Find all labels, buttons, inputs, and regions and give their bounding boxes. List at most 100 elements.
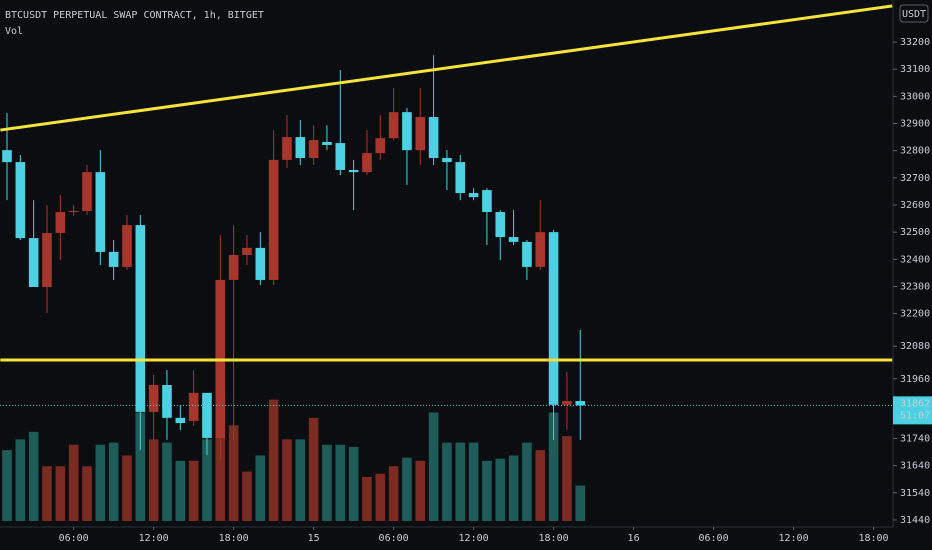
candle-body [108,251,119,267]
candle-body [362,153,372,173]
candle-body [82,172,92,211]
candle-body [508,237,519,242]
volume-bar [548,412,559,521]
y-tick-label: 32080.0 [900,341,932,352]
volume-bar [402,457,412,521]
volume-bar [428,412,439,521]
x-tick-label: 12:00 [139,533,169,544]
candle-body [375,138,386,154]
volume-bar [335,444,346,521]
candle-body [442,158,452,163]
x-tick-label: 06:00 [699,533,729,544]
candle-body [15,162,26,239]
y-tick-label: 33200.0 [900,37,932,48]
candle-body [188,392,199,421]
candle-body [295,137,306,159]
y-tick-label: 32300.0 [900,281,932,292]
candle-body [335,143,346,170]
y-tick-label: 32700.0 [900,173,932,184]
candle-body [348,169,359,173]
candle-body [242,247,252,255]
candle-body [202,392,212,438]
volume-bar [282,439,292,521]
candle-body [535,232,546,267]
volume-bar [522,442,532,521]
y-tick-label: 32500.0 [900,227,932,238]
volume-bar [162,442,172,521]
candle-body [162,385,172,418]
volume-bar [68,444,79,521]
candle-body [495,212,506,238]
candle-body [308,140,319,159]
y-tick-label: 31640.0 [900,461,932,472]
candle-body [415,117,426,151]
x-tick-label: 18:00 [539,533,569,544]
volume-bar [468,442,479,521]
volume-bar [362,476,372,521]
volume-bar [15,439,26,521]
candle-body [2,150,12,163]
x-tick-label: 06:00 [59,533,89,544]
countdown-label: 51:07 [900,410,930,421]
candle-body [55,212,66,233]
volume-bar [122,455,132,521]
volume-bar [322,444,332,521]
candle-body [562,401,572,405]
y-tick-label: 31960.0 [900,374,932,385]
y-tick-label: 32800.0 [900,146,932,157]
volume-bar [95,444,106,521]
candle-body [322,141,332,145]
last-price-box [893,396,932,425]
volume-bar [415,460,426,521]
x-tick-label: 06:00 [379,533,409,544]
candle-body [42,232,52,287]
x-tick-label: 12:00 [778,533,808,544]
chart-title: BTCUSDT PERPETUAL SWAP CONTRACT, 1h, BIT… [5,10,264,21]
y-tick-label: 32900.0 [900,119,932,130]
y-tick-label: 33000.0 [900,91,932,102]
volume-bar [148,439,159,521]
candle-body [455,162,466,194]
candle-body [255,247,266,280]
volume-bar [455,442,466,521]
y-tick-label: 32600.0 [900,200,932,211]
plot [0,4,893,521]
y-tick-label: 31740.0 [900,433,932,444]
volume-bar [108,442,119,521]
y-tick-label: 31440.0 [900,515,932,526]
candle-body [482,190,492,213]
candle-body [575,401,586,406]
volume-bar [42,466,52,521]
candle-body [228,254,239,280]
volume-bar [202,439,212,521]
currency-button[interactable] [899,4,929,23]
y-tick-label: 32200.0 [900,309,932,320]
volume-bar [55,466,66,521]
volume-bar [495,458,506,521]
candle-body [148,385,159,412]
candle-body [428,117,439,159]
candle-body [268,159,279,280]
volume-bar [575,485,586,521]
volume-bar [188,460,199,521]
last-price-label: 31862.0 [900,398,932,409]
volume-bar [375,473,386,521]
candle-body [28,238,39,287]
candle-body [402,112,412,151]
candle-body [95,172,106,252]
volume-bar [175,460,186,521]
y-tick-label: 33100.0 [900,64,932,75]
volume-bar [28,431,39,521]
volume-bar [562,436,572,521]
volume-bar [2,450,12,521]
volume-bar [308,417,319,521]
currency-label[interactable]: USDT [902,9,926,20]
x-tick-label: 12:00 [459,533,489,544]
volume-bar [135,412,146,521]
candle-body [388,112,399,139]
volume-bar [388,466,399,521]
candle-body [468,193,479,198]
volume-bar [295,439,306,521]
trendline [0,4,893,132]
